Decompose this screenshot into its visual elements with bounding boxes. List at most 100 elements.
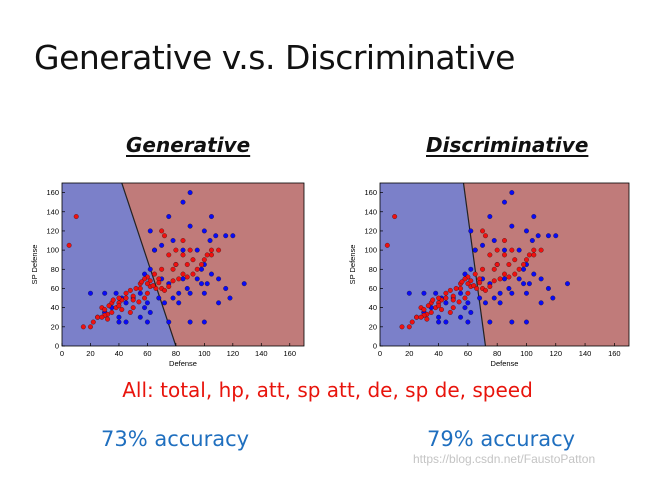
- blue-class-point: [209, 271, 214, 277]
- red-class-point: [462, 276, 468, 282]
- red-class-point: [471, 283, 477, 289]
- x-tick-label: 20: [405, 349, 413, 358]
- red-class-point: [491, 278, 497, 284]
- red-class-point: [109, 309, 115, 315]
- red-class-point: [450, 305, 456, 311]
- red-class-point: [439, 307, 444, 313]
- red-class-point: [509, 247, 515, 253]
- blue-class-point: [487, 319, 493, 325]
- blue-class-point: [180, 247, 186, 253]
- red-class-point: [428, 309, 434, 315]
- discriminative-scatter-chart: 0 20 40 60 80 100 120 140 160 0 20 40 60 80 100 120 140 1…: [348, 182, 630, 368]
- y-axis-label: SP Defense: [30, 245, 39, 285]
- blue-class-point: [477, 295, 483, 301]
- blue-class-point: [509, 319, 515, 325]
- blue-class-point: [166, 214, 172, 220]
- red-class-point: [424, 316, 430, 322]
- generative-heading: Generative: [126, 133, 251, 157]
- blue-class-point: [529, 238, 535, 243]
- blue-class-point: [545, 286, 551, 291]
- red-class-point: [436, 303, 442, 309]
- x-tick-label: 0: [378, 349, 382, 358]
- y-tick-label: 160: [46, 188, 59, 197]
- blue-class-point: [524, 290, 529, 296]
- blue-class-point: [201, 319, 207, 325]
- red-class-point: [73, 214, 79, 220]
- red-class-point: [406, 324, 412, 330]
- red-class-point: [166, 252, 172, 258]
- red-class-point: [430, 297, 436, 303]
- blue-class-point: [538, 276, 544, 282]
- blue-class-point: [88, 290, 93, 296]
- blue-class-point: [506, 286, 512, 291]
- blue-class-point: [526, 281, 532, 287]
- red-class-point: [102, 307, 108, 313]
- blue-class-point: [187, 190, 193, 196]
- y-tick-label: 100: [364, 246, 377, 255]
- red-class-point: [176, 276, 182, 282]
- red-class-point: [130, 305, 136, 311]
- y-tick-label: 120: [364, 227, 377, 236]
- y-axis-label: SP Defense: [348, 245, 357, 285]
- red-class-point: [137, 286, 143, 291]
- y-tick-label: 120: [46, 227, 59, 236]
- red-class-point: [95, 314, 101, 320]
- red-class-point: [392, 214, 398, 220]
- red-class-point: [123, 295, 129, 301]
- red-class-point: [159, 266, 165, 272]
- red-class-point: [384, 242, 390, 248]
- y-tick-label: 60: [51, 284, 59, 293]
- red-class-point: [414, 314, 420, 320]
- blue-class-point: [516, 247, 522, 253]
- red-class-point: [494, 262, 500, 267]
- red-class-point: [130, 297, 136, 303]
- red-class-point: [88, 324, 93, 330]
- red-class-point: [465, 290, 471, 296]
- red-class-point: [425, 303, 431, 309]
- blue-class-point: [147, 228, 153, 234]
- red-class-point: [162, 287, 167, 293]
- blue-class-point: [433, 290, 439, 296]
- blue-class-point: [184, 286, 190, 291]
- red-class-point: [477, 280, 483, 286]
- blue-class-point: [166, 319, 172, 325]
- red-class-point: [458, 286, 464, 291]
- red-class-point: [144, 290, 150, 296]
- x-tick-label: 60: [143, 349, 151, 358]
- y-tick-label: 0: [373, 342, 377, 351]
- blue-class-point: [102, 290, 108, 296]
- red-class-point: [506, 262, 512, 267]
- x-tick-label: 100: [198, 349, 211, 358]
- x-tick-label: 140: [255, 349, 268, 358]
- x-tick-label: 100: [520, 349, 533, 358]
- blue-class-point: [170, 238, 176, 243]
- blue-class-point: [497, 290, 503, 296]
- blue-class-point: [147, 309, 153, 315]
- blue-class-point: [156, 295, 162, 301]
- red-class-point: [502, 271, 507, 277]
- y-tick-label: 80: [369, 265, 377, 274]
- red-class-point: [494, 247, 500, 253]
- red-class-point: [144, 281, 150, 287]
- red-class-point: [447, 309, 453, 315]
- blue-class-point: [137, 314, 143, 320]
- red-class-point: [152, 271, 157, 277]
- blue-class-point: [509, 290, 515, 296]
- red-class-point: [187, 247, 193, 253]
- blue-class-point: [216, 276, 222, 282]
- blue-class-point: [194, 247, 200, 253]
- red-class-point: [512, 257, 518, 263]
- y-tick-label: 0: [55, 342, 59, 351]
- x-tick-label: 80: [172, 349, 180, 358]
- blue-class-point: [209, 214, 214, 220]
- x-tick-label: 140: [579, 349, 592, 358]
- red-class-point: [201, 257, 207, 263]
- blue-class-point: [524, 228, 529, 234]
- blue-class-point: [436, 319, 442, 325]
- red-class-point: [483, 287, 488, 293]
- red-class-point: [474, 286, 480, 291]
- red-class-point: [139, 279, 145, 285]
- blue-class-point: [550, 295, 556, 301]
- blue-class-point: [524, 319, 529, 325]
- y-tick-label: 80: [51, 265, 59, 274]
